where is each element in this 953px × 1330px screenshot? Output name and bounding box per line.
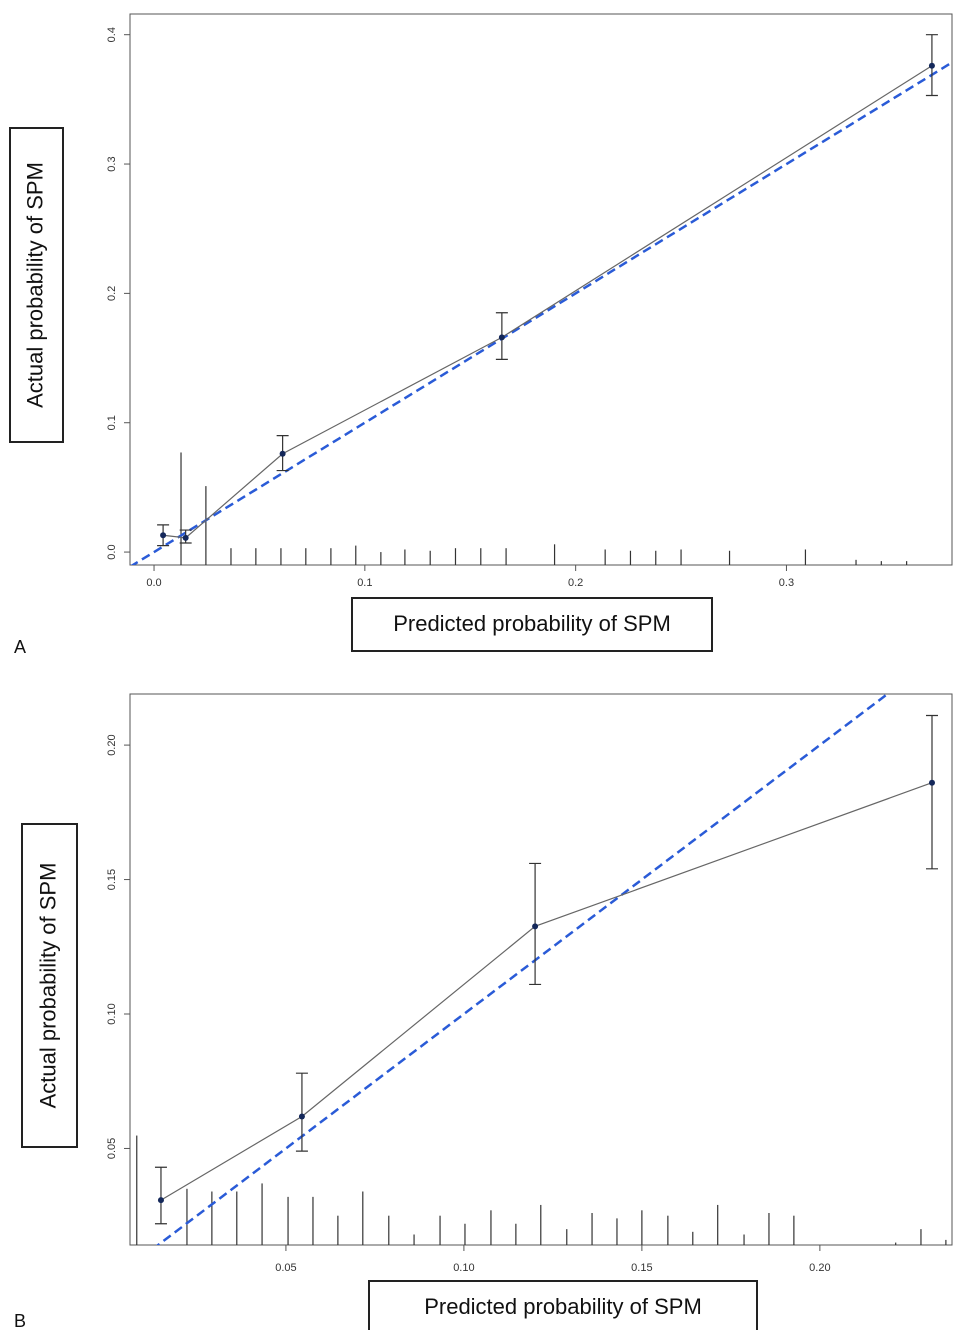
y-axis-label: Actual probability of SPM — [35, 863, 60, 1109]
point — [498, 334, 505, 341]
ideal-line — [156, 694, 890, 1245]
point — [928, 62, 935, 69]
x-label-box — [368, 1280, 758, 1330]
y-tick-label: 0.10 — [106, 1003, 118, 1024]
plot-area — [136, 694, 947, 1245]
plot-frame — [129, 693, 953, 1246]
point — [160, 532, 167, 539]
y-label-box — [9, 127, 64, 443]
plot-area — [130, 34, 953, 565]
y-tick-label: 0.05 — [106, 1138, 118, 1159]
point — [298, 1113, 305, 1120]
x-tick-label: 0.10 — [453, 1262, 474, 1274]
y-tick-label: 0.3 — [106, 156, 118, 171]
x-tick-label: 0.0 — [146, 577, 161, 589]
point — [279, 450, 286, 457]
y-tick-label: 0.4 — [106, 27, 118, 42]
y-label-box — [21, 823, 78, 1148]
y-tick-label: 0.2 — [106, 286, 118, 301]
plot-frame — [129, 13, 953, 566]
calibration-line — [163, 65, 933, 539]
error-bar — [154, 1166, 167, 1225]
point — [532, 923, 539, 930]
error-bar — [295, 1072, 308, 1152]
x-tick-label: 0.05 — [275, 1262, 296, 1274]
x-tick-label: 0.1 — [357, 577, 372, 589]
panel-letter: B — [14, 1311, 26, 1330]
ideal-line — [130, 60, 953, 565]
y-tick-label: 0.1 — [106, 415, 118, 430]
panel: 0.05 0.10 0.15 0.20 0.05 0.10 0.15 0.20 Actual p… — [14, 693, 953, 1330]
x-axis-label: Predicted probability of SPM — [424, 1294, 702, 1319]
y-tick-label: 0.0 — [106, 544, 118, 559]
x-tick-label: 0.20 — [809, 1262, 830, 1274]
point — [157, 1197, 164, 1204]
error-bar — [925, 714, 938, 870]
point — [928, 779, 935, 786]
x-label-box — [351, 597, 713, 652]
y-tick-label: 0.20 — [106, 734, 118, 755]
y-axis-label: Actual probability of SPM — [22, 162, 47, 408]
x-tick-label: 0.2 — [568, 577, 583, 589]
panel: 0.0 0.1 0.2 0.3 0.4 0.0 0.1 0.2 0.3 Actual probab… — [9, 13, 953, 657]
panel-letter: A — [14, 637, 26, 657]
calibration-line — [160, 782, 933, 1201]
y-tick-label: 0.15 — [106, 869, 118, 890]
x-tick-label: 0.15 — [631, 1262, 652, 1274]
x-tick-label: 0.3 — [779, 577, 794, 589]
x-axis-label: Predicted probability of SPM — [393, 611, 671, 636]
point — [182, 534, 189, 541]
